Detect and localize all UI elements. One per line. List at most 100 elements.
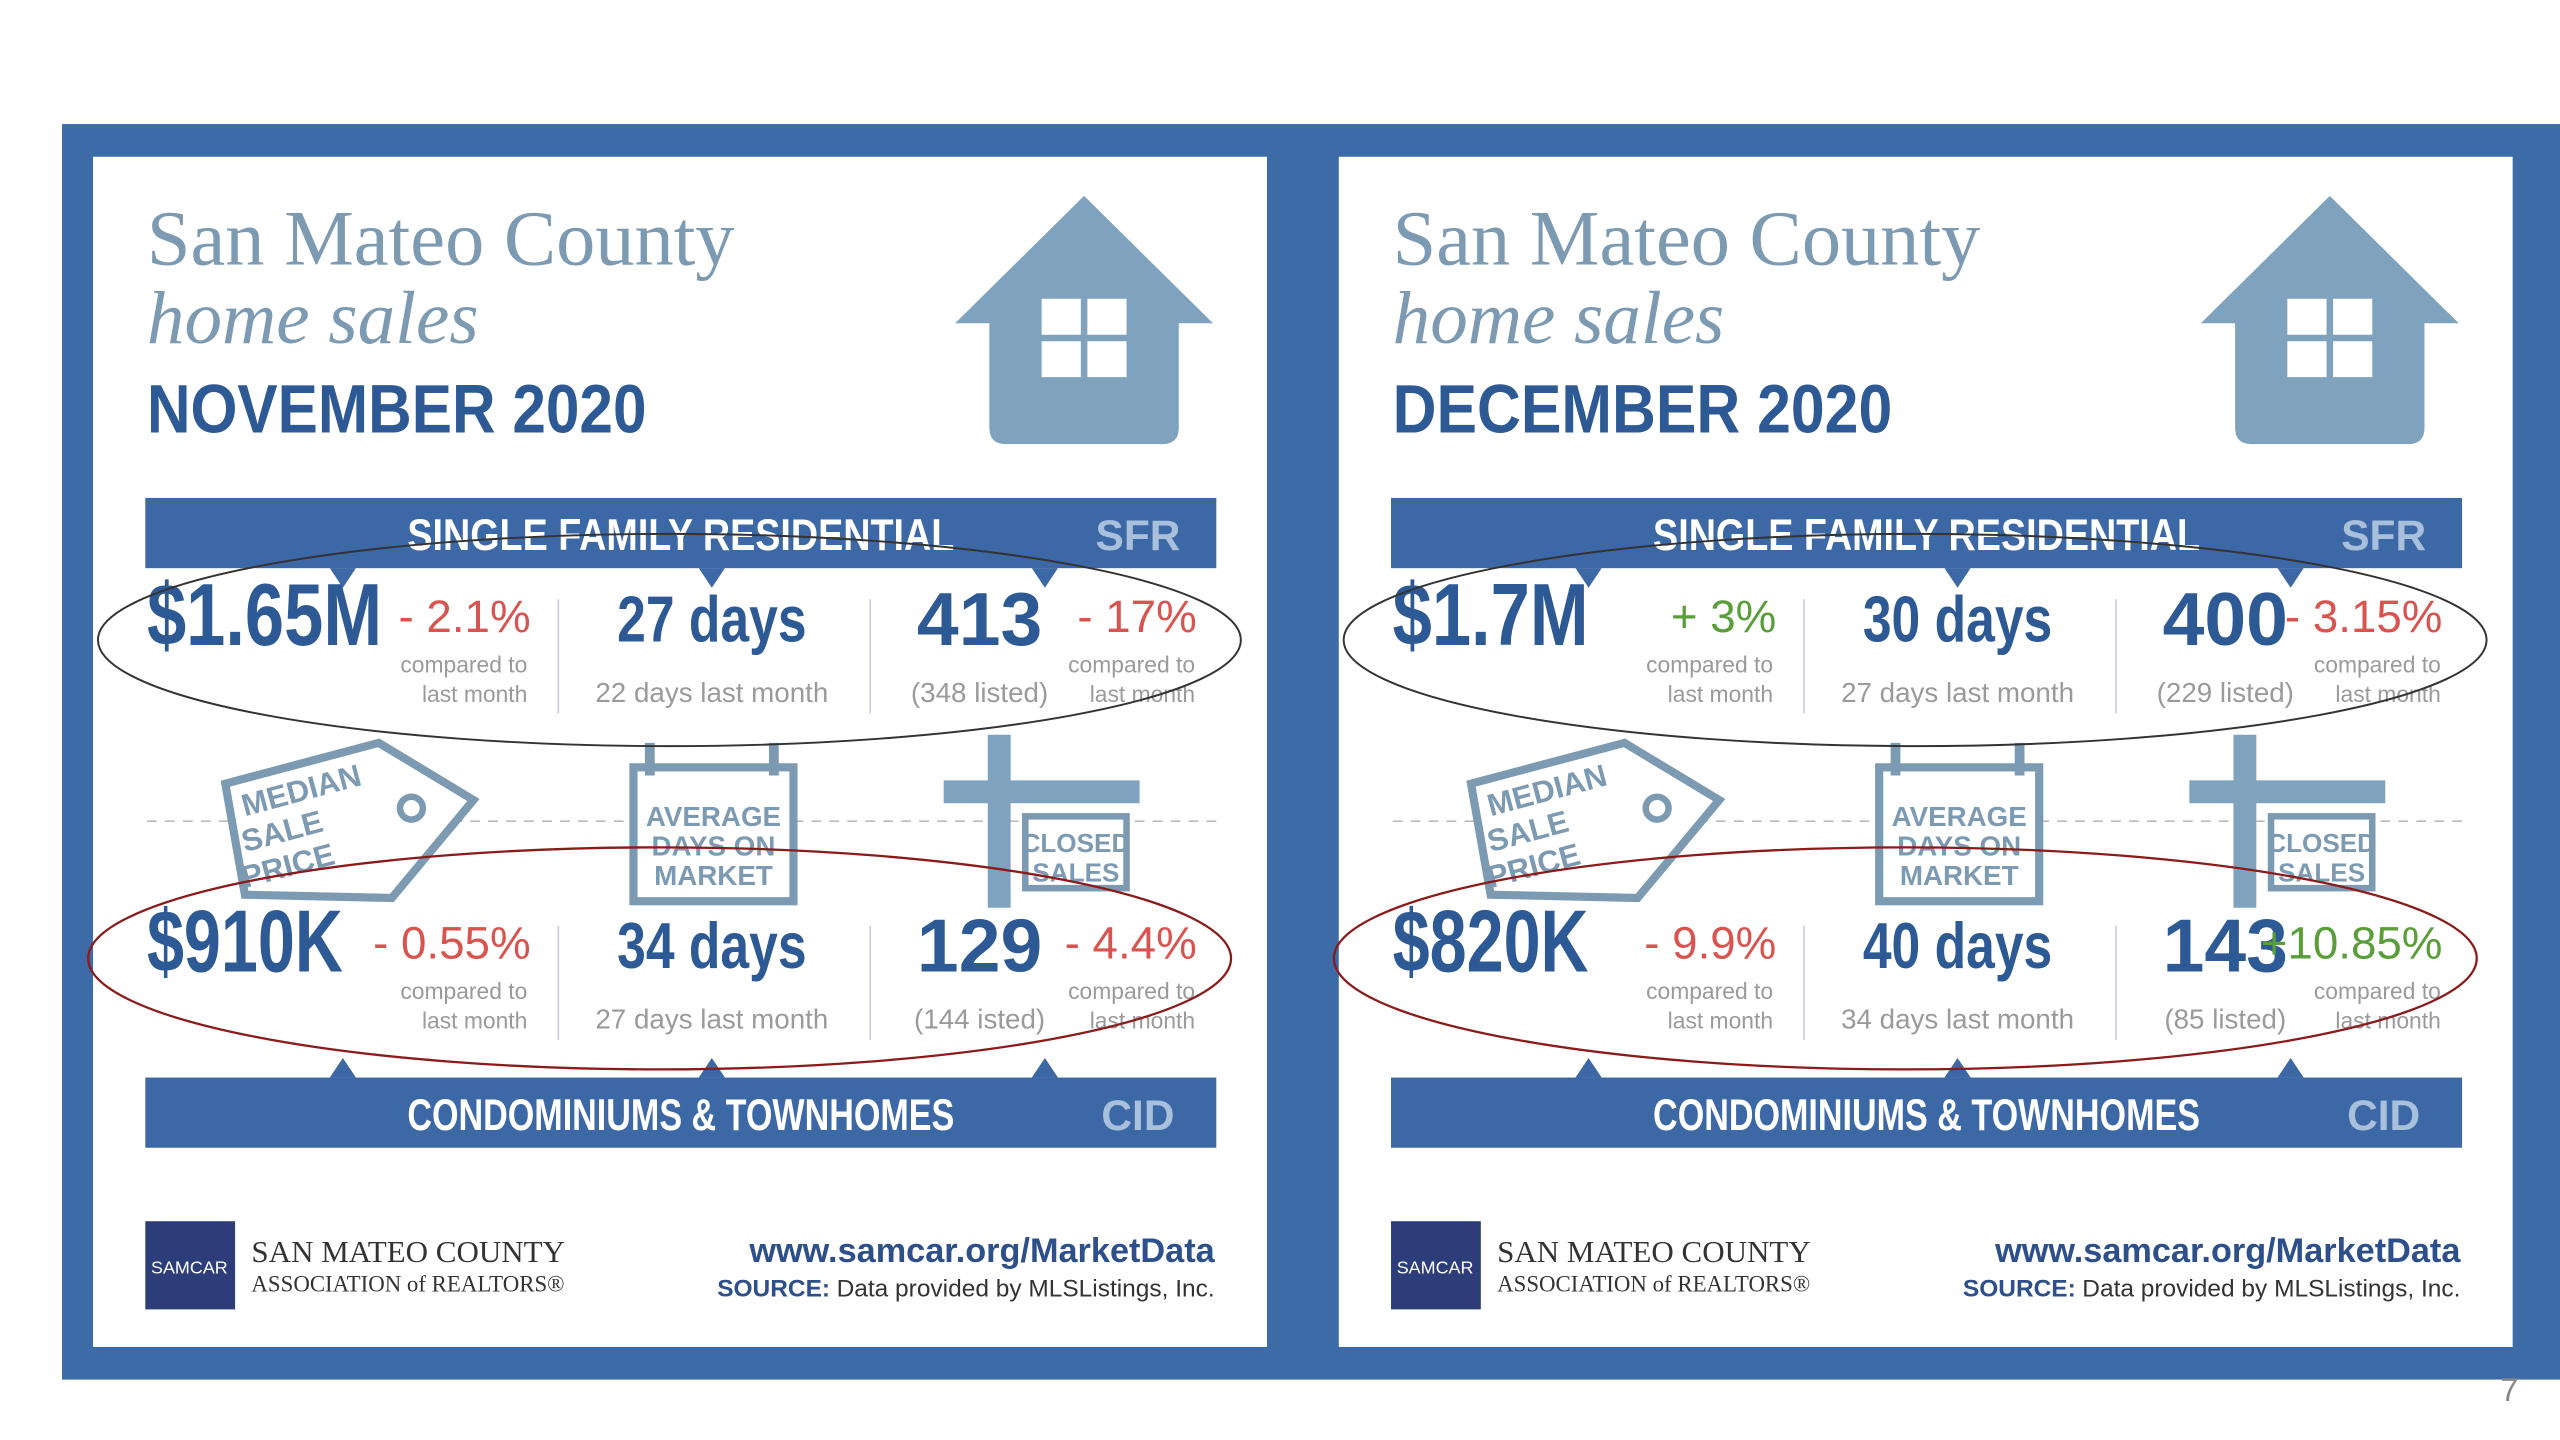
price-note: last month [422, 681, 527, 707]
logo-text: SAMCAR [1397, 1257, 1474, 1277]
banner-pointer [698, 1057, 725, 1078]
logo-box [145, 1221, 236, 1310]
banner-abbr: SFR [2341, 512, 2426, 559]
price-note: compared to [400, 978, 527, 1004]
closed-sales: 143 [2163, 903, 2288, 987]
icon-label: MARKET [1900, 860, 2019, 891]
highlight-ellipse [96, 532, 1242, 748]
month: NOVEMBER 2020 [147, 371, 647, 448]
days-on-market: 40 days [1863, 909, 2052, 982]
banner-title: CONDOMINIUMS & TOWNHOMES [407, 1091, 954, 1140]
title: San Mateo County [1393, 194, 1981, 281]
banner-abbr: CID [2347, 1092, 2420, 1139]
banner-pointer [1944, 568, 1971, 588]
sales-change: - 3.15% [2285, 591, 2443, 642]
sign-post [943, 734, 1140, 908]
icon-label: CLOSED [1022, 828, 1131, 858]
banner-abbr: SFR [1096, 512, 1181, 559]
sales-note: last month [2335, 681, 2440, 707]
icon-label: MARKET [654, 860, 773, 891]
median-price: $910K [147, 891, 343, 990]
banner-pointer [1575, 1057, 1602, 1078]
source-text: Data provided by MLSListings, Inc. [837, 1275, 1215, 1302]
url: www.samcar.org/MarketData [748, 1232, 1215, 1270]
median-price: $820K [1393, 891, 1589, 990]
banner-pointer [1944, 1057, 1971, 1078]
days-on-market: 34 days [617, 909, 806, 982]
house-window [2287, 298, 2373, 378]
price-note: compared to [1646, 652, 1773, 678]
highlight-ellipse [1332, 846, 2478, 1071]
days-note: 27 days last month [1841, 677, 2074, 708]
price-change: - 0.55% [373, 917, 531, 968]
org-name: SAN MATEO COUNTY [251, 1234, 565, 1269]
subtitle: home sales [1393, 277, 1725, 360]
banner-pointer [698, 568, 725, 588]
title: San Mateo County [147, 194, 735, 281]
sales-note: compared to [2314, 978, 2441, 1004]
days-note: 22 days last month [595, 677, 828, 708]
median-price: $1.7M [1393, 565, 1589, 664]
source: SOURCE: Data provided by MLSListings, Inc… [1963, 1275, 2460, 1302]
banner-title: CONDOMINIUMS & TOWNHOMES [1653, 1091, 2200, 1140]
icon-label: AVERAGE [1892, 801, 2027, 832]
tag-hole [396, 793, 427, 823]
median-price: $1.65M [147, 565, 382, 664]
sales-note: last month [1090, 681, 1195, 707]
highlight-ellipse [1342, 532, 2488, 748]
org-name: ASSOCIATION of REALTORS® [251, 1271, 564, 1296]
icon-label: DAYS ON [1897, 831, 2021, 862]
sales-note: last month [1090, 1008, 1195, 1034]
days-on-market: 30 days [1863, 583, 2052, 656]
house-window [1041, 298, 1127, 378]
org-name: ASSOCIATION of REALTORS® [1497, 1271, 1810, 1296]
sales-change: +10.85% [2261, 917, 2443, 968]
sales-note: last month [2335, 1008, 2440, 1034]
listed-note: (144 isted) [914, 1004, 1045, 1035]
url: www.samcar.org/MarketData [1994, 1232, 2461, 1270]
banner-pointer [1031, 568, 1058, 588]
closed-sales: 400 [2163, 577, 2288, 661]
calendar-icon [1875, 763, 2044, 906]
sales-change: - 4.4% [1065, 917, 1197, 968]
banner-pointer [329, 1057, 356, 1078]
source-label: SOURCE: [1963, 1275, 2076, 1302]
days-note: 27 days last month [595, 1004, 828, 1035]
house-icon [955, 195, 1214, 445]
days-on-market: 27 days [617, 583, 806, 656]
logo-text: SAMCAR [151, 1257, 228, 1277]
calendar-icon [629, 763, 798, 906]
closed-sales: 129 [917, 903, 1042, 987]
org-name: SAN MATEO COUNTY [1497, 1234, 1811, 1269]
tag-hole [1642, 793, 1672, 823]
banner-pointer [1575, 568, 1602, 588]
price-note: compared to [1646, 978, 1773, 1004]
banner-title: SINGLE FAMILY RESIDENTIAL [1653, 511, 2200, 560]
banner-pointer [329, 568, 356, 588]
closed-sales: 413 [917, 577, 1042, 661]
sales-note: compared to [1068, 652, 1195, 678]
price-change: - 9.9% [1644, 917, 1776, 968]
source: SOURCE: Data provided by MLSListings, Inc… [717, 1275, 1214, 1302]
sales-note: compared to [1068, 978, 1195, 1004]
banner-pointer [2277, 1057, 2304, 1078]
banner-pointer [1031, 1057, 1058, 1078]
price-note: last month [1668, 1008, 1773, 1034]
price-note: last month [422, 1008, 527, 1034]
listed-note: (348 listed) [911, 677, 1048, 708]
banner [1391, 1077, 2463, 1148]
listed-note: (85 listed) [2164, 1004, 2286, 1035]
banner [145, 1077, 1217, 1148]
icon-label: AVERAGE [646, 801, 781, 832]
calendar-rings [644, 742, 779, 776]
source-text: Data provided by MLSListings, Inc. [2082, 1275, 2460, 1302]
logo-box [1391, 1221, 1481, 1310]
page-number: 7 [2500, 1371, 2518, 1408]
sign-post [2189, 734, 2386, 908]
listed-note: (229 listed) [2157, 677, 2294, 708]
highlight-ellipse [87, 846, 1233, 1071]
price-note: compared to [400, 652, 527, 678]
source-label: SOURCE: [717, 1275, 830, 1302]
